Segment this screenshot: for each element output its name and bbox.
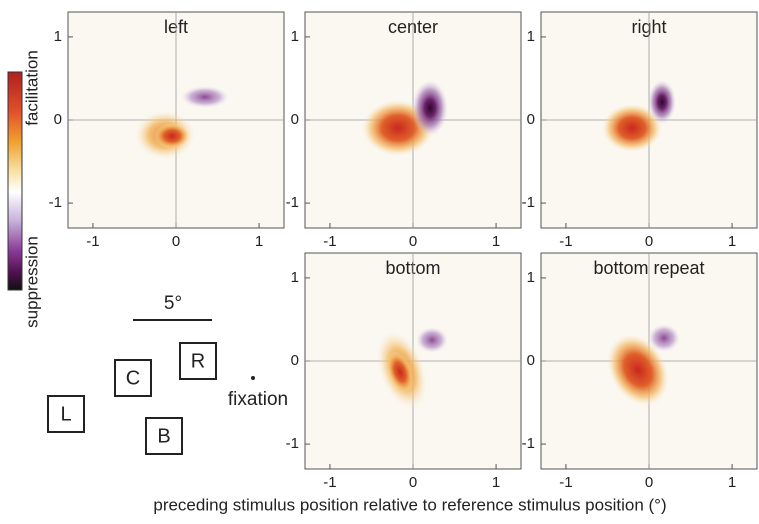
y-tick-label: -1 (49, 194, 62, 211)
x-tick-label: -1 (559, 233, 572, 250)
x-tick-label: -1 (86, 233, 99, 250)
stimulus-box (114, 359, 152, 397)
x-tick-label: 0 (645, 474, 653, 491)
stimulus-box-label: R (191, 350, 205, 372)
y-tick-label: 0 (54, 111, 62, 128)
y-tick-label: 1 (527, 28, 535, 45)
y-tick-label: 0 (291, 111, 299, 128)
colorbar-bottom-label: suppression (22, 236, 41, 328)
colorbar (7, 71, 23, 291)
stimulus-box (47, 395, 85, 433)
stimulus-box-label: B (157, 425, 170, 447)
x-tick-label: -1 (323, 233, 336, 250)
y-tick-label: -1 (286, 435, 299, 452)
y-tick-label: 1 (291, 269, 299, 286)
y-tick-label: 0 (291, 352, 299, 369)
y-tick-label: 0 (527, 111, 535, 128)
x-tick-label: 0 (409, 474, 417, 491)
x-tick-label: -1 (323, 474, 336, 491)
panel: left-1 0 1-101 (49, 11, 285, 250)
x-tick-label: 1 (492, 233, 500, 250)
stimulus-box (145, 417, 183, 455)
y-tick-label: -1 (522, 435, 535, 452)
stimulus-box-label: C (126, 367, 140, 389)
scale-label: 5° (164, 293, 182, 314)
x-tick-label: 1 (492, 474, 500, 491)
colorbar-top-label: facilitation (22, 50, 41, 126)
x-tick-label: 0 (172, 233, 180, 250)
x-tick-label: 0 (645, 233, 653, 250)
y-tick-label: -1 (286, 194, 299, 211)
y-tick-label: -1 (522, 194, 535, 211)
y-tick-label: 1 (291, 28, 299, 45)
stimulus-box (179, 342, 217, 380)
x-tick-label: 1 (728, 233, 736, 250)
heatmap-blobs (135, 80, 680, 409)
x-tick-label: 1 (255, 233, 263, 250)
y-tick-label: 1 (54, 28, 62, 45)
x-tick-label: 1 (728, 474, 736, 491)
stimulus-box-label: L (60, 403, 71, 425)
fixation-label: fixation (228, 389, 288, 410)
fixation-dot (251, 376, 255, 380)
x-tick-label: 0 (409, 233, 417, 250)
x-tick-label: -1 (559, 474, 572, 491)
x-axis-label: preceding stimulus position relative to … (153, 495, 666, 514)
stimulus-boxes: L C R B (47, 342, 217, 455)
y-tick-label: 1 (527, 269, 535, 286)
y-tick-label: 0 (527, 352, 535, 369)
